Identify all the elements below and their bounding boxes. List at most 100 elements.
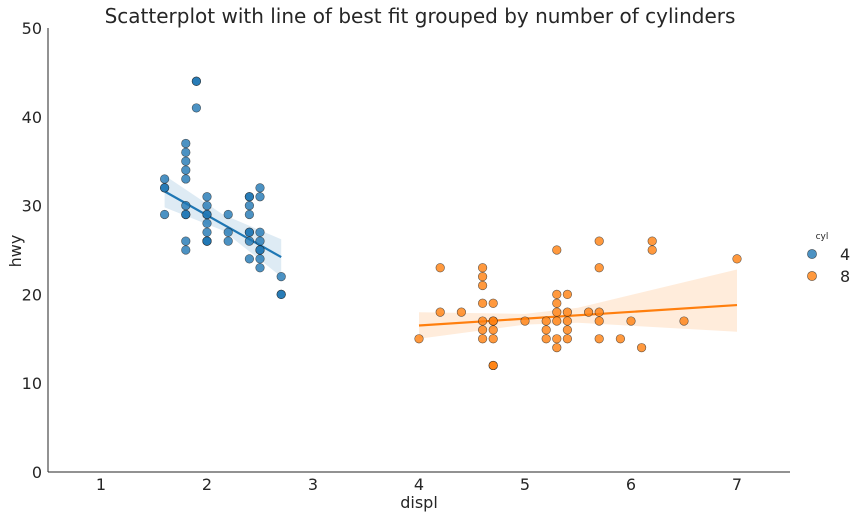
scatter-point [478, 316, 488, 326]
y-tick-label: 0 [32, 463, 42, 482]
scatter-point [478, 298, 488, 308]
scatter-point [414, 334, 424, 344]
scatter-point [552, 316, 562, 326]
scatter-point [181, 236, 191, 246]
x-tick-label: 4 [414, 475, 424, 494]
scatter-point [160, 209, 170, 220]
scatter-point [478, 263, 488, 273]
scatter-point [244, 192, 254, 202]
scatter-point [732, 254, 742, 264]
scatter-point [594, 334, 604, 344]
scatter-point [679, 316, 689, 326]
scatter-point [478, 334, 488, 344]
legend-marker [807, 249, 817, 259]
scatter-point [202, 209, 212, 220]
y-tick-label: 50 [22, 19, 42, 38]
scatter-point [541, 316, 551, 326]
scatter-point [255, 183, 265, 193]
scatter-point [276, 272, 286, 282]
x-tick-label: 3 [308, 475, 318, 494]
fit-line [164, 190, 282, 259]
scatter-point [244, 227, 254, 237]
scatter-point [552, 343, 562, 353]
scatter-point [562, 307, 573, 317]
scatter-point [191, 76, 201, 86]
scatter-point [478, 280, 488, 291]
scatter-point [202, 218, 212, 228]
x-tick-label: 2 [202, 475, 212, 494]
scatter-point [435, 307, 445, 317]
scatter-point [488, 360, 498, 371]
scatter-point [202, 192, 212, 202]
scatter-point [223, 209, 233, 220]
scatter-point [626, 316, 636, 326]
y-tick-labels: 0 10 20 30 40 50 [22, 19, 42, 482]
scatter-point [594, 307, 604, 317]
scatter-point [552, 334, 562, 344]
y-tick-label: 30 [22, 197, 42, 216]
scatter-point [181, 147, 191, 157]
scatter-point [202, 201, 212, 211]
scatter-point [541, 334, 551, 344]
scatter-point [478, 272, 488, 282]
scatter-point [160, 183, 170, 193]
scatter-point [255, 254, 265, 264]
scatter-point [181, 138, 191, 149]
scatter-point [244, 254, 254, 264]
scatter-point [647, 236, 657, 246]
data-points [160, 76, 742, 371]
scatter-point [488, 325, 498, 335]
scatter-point [562, 289, 573, 300]
scatter-point [255, 236, 265, 246]
scatter-point [552, 298, 562, 308]
y-tick-label: 20 [22, 285, 42, 304]
scatter-point [191, 103, 201, 113]
scatter-point [435, 263, 445, 273]
scatter-point [181, 174, 191, 184]
scatter-point [223, 236, 233, 246]
y-tick-label: 10 [22, 374, 42, 393]
scatter-point [456, 307, 467, 317]
scatter-point [244, 209, 254, 220]
scatter-point [594, 316, 604, 326]
scatter-point [520, 316, 530, 326]
scatter-point [255, 263, 265, 273]
scatter-point [541, 325, 551, 335]
scatter-point [552, 289, 562, 300]
scatter-point [255, 245, 265, 255]
x-tick-label: 5 [520, 475, 530, 494]
y-axis-label: hwy [6, 235, 25, 268]
confidence-band [164, 175, 282, 277]
scatter-point [552, 307, 562, 317]
scatter-point [181, 201, 191, 211]
fit-line [418, 303, 738, 327]
scatter-point [488, 298, 498, 308]
scatter-point [562, 325, 573, 335]
x-tick-label: 1 [96, 475, 106, 494]
scatter-point [478, 325, 488, 335]
scatter-point [562, 316, 573, 326]
scatter-point [594, 263, 604, 273]
x-tick-label: 7 [732, 475, 742, 494]
confidence-band [419, 269, 737, 339]
x-tick-labels: 1 2 3 4 5 6 7 [96, 475, 742, 494]
legend-title: cyl [816, 232, 829, 242]
scatter-point [488, 316, 498, 326]
scatter-point [181, 209, 191, 220]
scatter-point [276, 289, 286, 300]
scatter-point [583, 307, 594, 317]
scatter-point [255, 227, 265, 237]
x-axis-label: displ [400, 493, 438, 512]
scatter-point [181, 156, 191, 166]
legend-label: 8 [840, 267, 850, 286]
scatter-point [202, 236, 212, 246]
scatter-point [636, 343, 647, 353]
scatter-point [615, 334, 626, 344]
scatter-point [255, 192, 265, 202]
legend: cyl 4 8 [807, 232, 850, 286]
scatter-point [244, 236, 254, 246]
y-tick-label: 40 [22, 108, 42, 127]
scatter-point [181, 245, 191, 255]
scatter-point [647, 245, 657, 255]
